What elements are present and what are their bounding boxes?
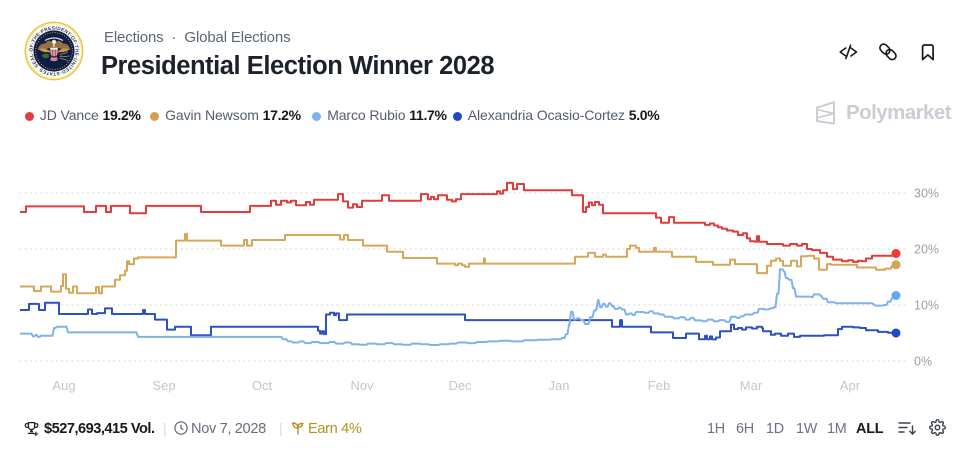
svg-text:20%: 20% — [914, 243, 939, 257]
svg-text:Sep: Sep — [152, 378, 175, 393]
svg-text:Dec: Dec — [448, 378, 472, 393]
svg-text:30%: 30% — [914, 187, 939, 201]
svg-text:10%: 10% — [914, 299, 939, 313]
svg-text:Nov: Nov — [350, 378, 374, 393]
svg-text:0%: 0% — [914, 355, 932, 369]
svg-text:Apr: Apr — [840, 378, 861, 393]
svg-text:Oct: Oct — [252, 378, 273, 393]
svg-text:Jan: Jan — [549, 378, 570, 393]
svg-text:Aug: Aug — [52, 378, 75, 393]
svg-text:Mar: Mar — [740, 378, 763, 393]
svg-text:Feb: Feb — [648, 378, 670, 393]
